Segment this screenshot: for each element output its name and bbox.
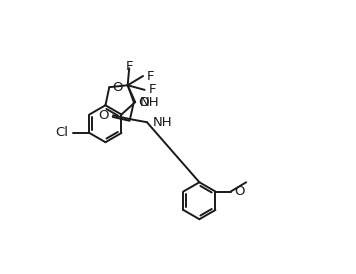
Text: O: O <box>234 185 244 198</box>
Text: F: F <box>125 59 133 73</box>
Text: O: O <box>98 109 109 122</box>
Text: F: F <box>147 70 155 82</box>
Text: O: O <box>112 81 123 94</box>
Text: Cl: Cl <box>56 127 69 139</box>
Text: NH: NH <box>153 116 173 129</box>
Text: F: F <box>148 83 156 96</box>
Text: O: O <box>138 96 149 109</box>
Text: NH: NH <box>140 96 159 109</box>
